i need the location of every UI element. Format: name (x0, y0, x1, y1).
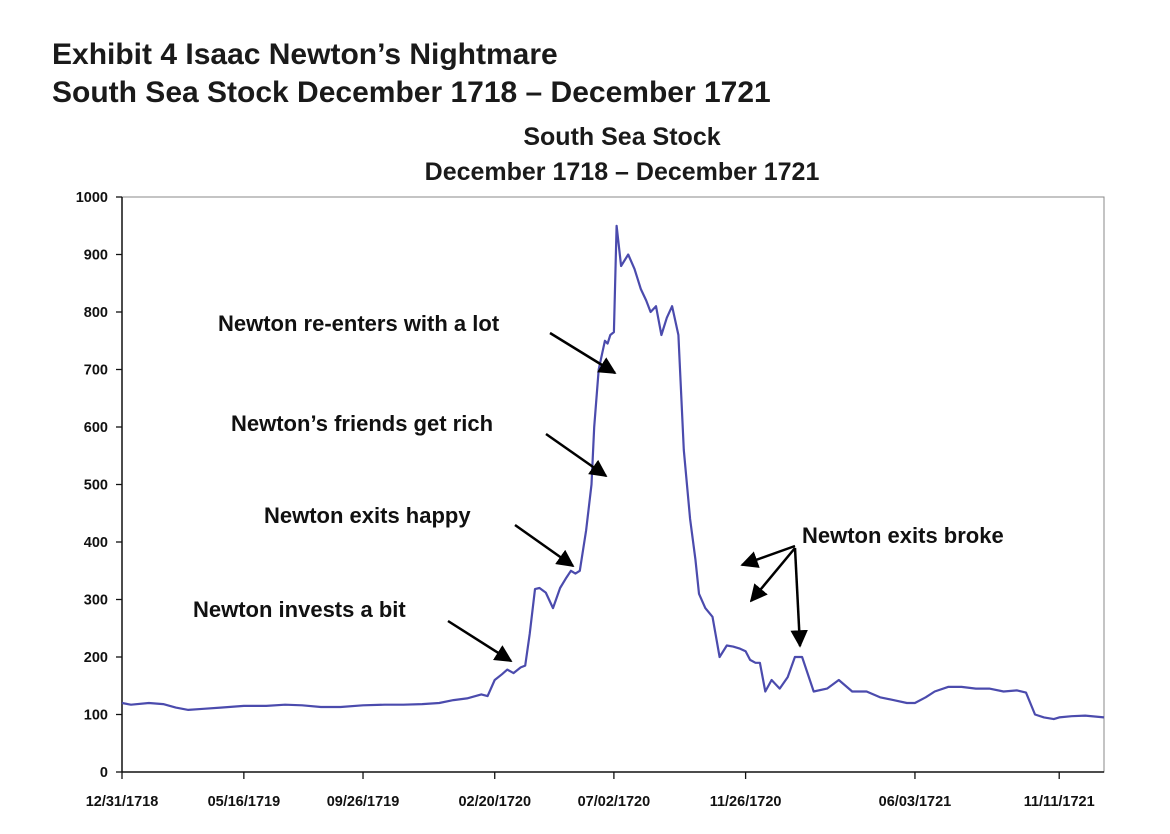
y-tick-label: 700 (84, 363, 108, 379)
annotation-reenters-label: Newton re-enters with a lot (218, 311, 500, 336)
annotation-exits-broke-arrow-2 (749, 547, 796, 603)
y-tick-label: 900 (84, 248, 108, 264)
annotation-exits-broke-arrow-3 (790, 547, 808, 648)
x-tick-label: 05/16/1719 (208, 794, 281, 810)
x-tick-label: 07/02/1720 (578, 794, 651, 810)
y-tick-label: 600 (84, 420, 108, 436)
y-tick-label: 800 (84, 305, 108, 321)
chart-title-line1: South Sea Stock (523, 123, 720, 151)
x-tick-label: 09/26/1719 (327, 794, 400, 810)
annotation-exits-happy-arrow (514, 523, 575, 568)
y-tick-label: 1000 (76, 190, 108, 206)
annotation-exits-broke-arrow-1 (740, 544, 796, 568)
exhibit-heading: Exhibit 4 Isaac Newton’s Nightmare South… (52, 36, 771, 112)
x-tick-label: 11/11/1721 (1024, 794, 1095, 810)
x-tick-label: 12/31/1718 (86, 794, 159, 810)
chart-title-line2: December 1718 – December 1721 (425, 158, 820, 186)
annotation-exits-broke-label: Newton exits broke (802, 523, 1004, 548)
x-tick-label: 02/20/1720 (458, 794, 531, 810)
x-tick-label: 06/03/1721 (879, 794, 952, 810)
annotation-exits-happy-label: Newton exits happy (264, 503, 471, 528)
annotation-invests-label: Newton invests a bit (193, 597, 406, 622)
annotation-exits-broke: Newton exits broke (740, 523, 1004, 648)
annotation-reenters: Newton re-enters with a lot (218, 311, 617, 375)
x-ticks: 12/31/1718 05/16/1719 09/26/1719 02/20/1720… (86, 772, 1095, 810)
y-tick-label: 300 (84, 593, 108, 609)
exhibit-title-line2: South Sea Stock December 1718 – December… (52, 76, 771, 109)
annotation-friends: Newton’s friends get rich (231, 411, 608, 478)
exhibit-title-line1: Exhibit 4 Isaac Newton’s Nightmare (52, 38, 558, 71)
price-series-line (121, 224, 1105, 721)
y-tick-label: 0 (100, 765, 108, 781)
y-ticks: 0 100 200 300 400 500 600 700 800 900 1000 (76, 190, 122, 781)
annotation-invests-arrow (447, 619, 513, 663)
annotation-reenters-arrow (549, 331, 617, 375)
x-tick-label: 11/26/1720 (710, 794, 782, 810)
annotation-exits-happy: Newton exits happy (264, 503, 575, 568)
plot-frame (121, 196, 1105, 773)
y-tick-label: 400 (84, 535, 108, 551)
annotation-invests: Newton invests a bit (193, 597, 513, 663)
y-tick-label: 200 (84, 650, 108, 666)
annotation-friends-label: Newton’s friends get rich (231, 411, 493, 436)
y-tick-label: 500 (84, 478, 108, 494)
annotation-friends-arrow (545, 432, 608, 478)
y-tick-label: 100 (84, 708, 108, 724)
